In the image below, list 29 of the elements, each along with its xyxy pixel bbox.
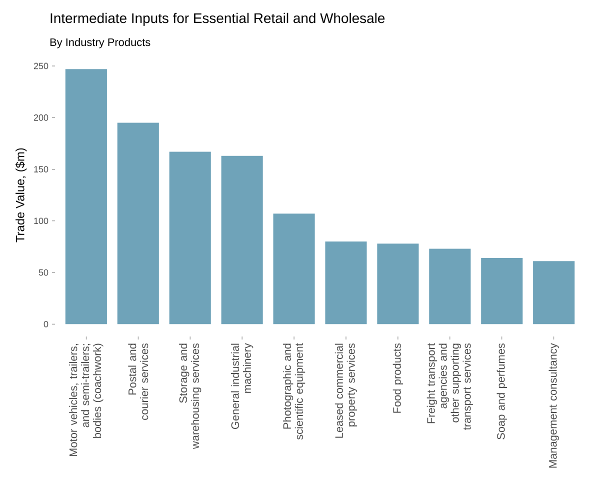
- x-tick-label: Soap and perfumes: [496, 343, 507, 440]
- bar: [221, 156, 263, 324]
- chart-title: Intermediate Inputs for Essential Retail and Wholesale: [50, 12, 385, 26]
- bar: [481, 258, 523, 324]
- bar: [533, 261, 575, 324]
- bar: [325, 242, 367, 324]
- bar: [65, 69, 107, 324]
- bar: [169, 152, 211, 324]
- y-tick-label: 50: [38, 269, 48, 276]
- y-tick-label: 100: [34, 218, 48, 224]
- y-tick-label: 150: [34, 166, 48, 172]
- bar: [429, 248, 471, 324]
- x-tick-label: Freight transport agencies and other supporting transport services: [426, 343, 473, 430]
- x-tick-label: Photographic and scientific equipment: [282, 343, 306, 440]
- x-tick-label: Storage and warehousing services: [179, 343, 202, 450]
- y-tick-label: 250: [34, 62, 48, 70]
- bar: [273, 214, 315, 324]
- chart-subtitle: By Industry Products: [50, 38, 150, 48]
- bar: [377, 244, 419, 324]
- x-tick-label: General industrial machinery: [230, 343, 254, 429]
- x-tick-label: Food products: [392, 343, 404, 413]
- x-tick-label: Postal and courier services: [128, 343, 148, 420]
- x-tick-label: Motor vehicles, trailers, and semi-trailers; bodies (coachwork): [69, 344, 104, 456]
- bar: [117, 122, 159, 324]
- y-axis-title: Trade Value, ($m): [15, 148, 27, 242]
- y-tick-label: 0: [44, 320, 48, 328]
- x-tick-label: Management consultancy: [548, 343, 559, 468]
- y-tick-label: 200: [34, 114, 48, 121]
- x-tick-label: Leased commercial property services: [334, 343, 358, 438]
